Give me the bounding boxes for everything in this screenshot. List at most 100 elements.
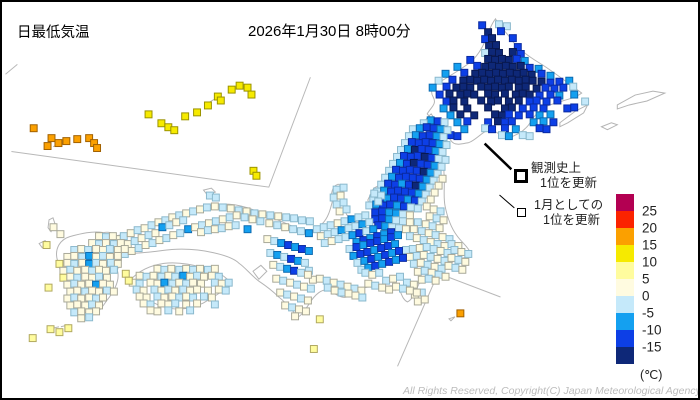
record-january-marker-icon [517,208,526,217]
station-square [77,307,86,316]
station-square [295,305,303,314]
station-square [439,133,448,142]
station-square [392,209,400,218]
station-square [473,61,482,70]
station-square [217,224,226,233]
station-square [434,76,443,85]
station-square [407,138,416,147]
station-square [521,82,530,91]
station-square [196,205,204,214]
station-square [81,272,90,281]
scale-band [616,330,634,347]
station-square [284,241,293,250]
station-square [196,264,204,273]
scale-tick-label: -10 [642,322,662,338]
station-square [146,278,155,287]
station-square [559,83,568,92]
station-square [432,214,441,223]
station-square [407,188,416,197]
station-square [422,123,431,132]
station-square [408,245,417,253]
station-square [438,148,447,156]
station-square [391,240,400,249]
station-square [327,237,336,246]
station-square [422,202,431,211]
station-square [396,272,404,281]
station-square [418,182,427,191]
station-square [422,243,431,251]
station-square [281,223,290,232]
station-square [502,22,511,31]
station-square [497,27,505,36]
station-square [85,293,94,302]
station-square [92,307,101,316]
station-square [280,252,289,261]
station-square [525,90,534,99]
station-square [120,245,129,253]
station-square [231,221,240,230]
station-square [99,293,107,302]
station-square [500,124,509,133]
station-square [300,258,309,267]
station-square [309,345,318,353]
station-square [232,211,241,220]
station-square [193,299,202,308]
station-square [102,266,110,275]
station-square [108,232,117,241]
station-square [505,68,514,77]
station-square [385,257,394,266]
station-square [434,154,443,163]
station-square [535,124,544,133]
station-square [500,89,509,98]
station-square [532,96,541,105]
station-square [413,218,422,227]
station-square [484,103,493,112]
station-square [282,213,291,222]
station-square [428,139,437,148]
station-square [54,139,63,148]
station-square [211,193,220,202]
station-square [570,90,579,99]
station-square [528,76,537,85]
station-square [165,221,174,230]
station-square [298,245,306,253]
station-square [507,103,516,112]
station-square [449,103,458,112]
station-square [422,175,431,184]
station-square [371,208,380,217]
station-square [168,292,177,301]
station-square [175,307,184,316]
station-square [386,200,395,209]
station-square [263,235,272,244]
station-square [240,213,249,222]
station-square [405,252,414,261]
station-square [297,268,305,277]
station-square [124,276,133,285]
station-square [481,35,490,44]
station-square [266,249,275,257]
station-square [401,172,410,181]
record-all-time-label-line2: 1位を更新 [540,176,597,190]
station-square [269,260,278,269]
station-square [411,181,420,190]
station-square [404,180,413,189]
station-square [542,97,551,106]
station-square [488,125,497,134]
station-square [221,286,230,295]
station-square [153,264,162,273]
station-square [378,207,387,216]
station-square [73,286,82,295]
station-square [396,158,404,167]
station-square [197,228,205,237]
coastline-path [426,17,583,145]
station-square [389,274,398,283]
station-square [316,232,325,241]
station-square [56,230,65,239]
station-square [401,225,410,234]
station-square [399,202,408,211]
station-square [409,259,418,268]
station-square [339,183,348,192]
station-square [411,131,420,140]
station-square [133,226,142,235]
